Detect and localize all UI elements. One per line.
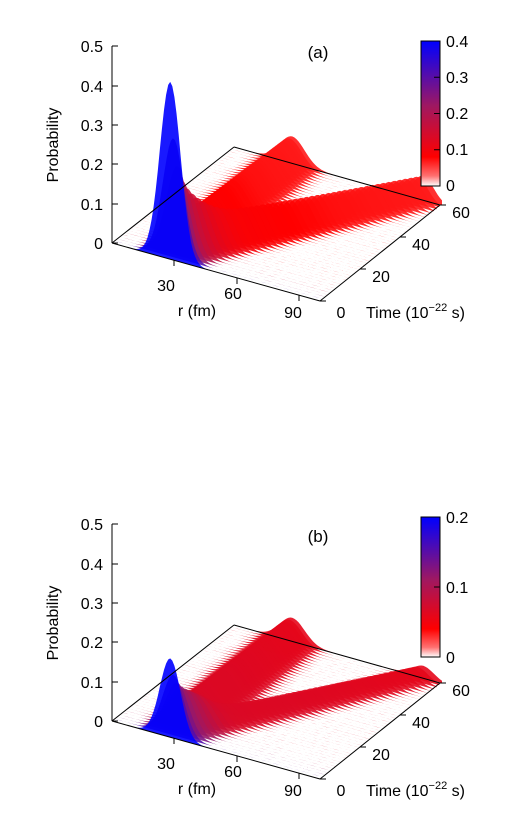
colorbar: 0 0.1 0.2 0.3 0.4 (420, 34, 468, 195)
svg-text:0: 0 (446, 178, 455, 195)
far-edge (233, 146, 441, 206)
r-tick-90: 90 (284, 295, 302, 322)
z-axis-label: Probability (45, 586, 62, 661)
r-axis (111, 720, 321, 780)
svg-text:90: 90 (284, 305, 302, 322)
z-tick-5: 0.5 (81, 39, 118, 56)
surface-slice (112, 81, 320, 302)
svg-text:30: 30 (157, 756, 175, 773)
svg-text:20: 20 (372, 747, 390, 764)
t-tick-40: 40 (400, 236, 430, 254)
r-tick-90: 90 (284, 773, 302, 800)
colorbar-tick-0: 0 (434, 178, 455, 195)
r-tick-60: 60 (224, 278, 242, 303)
back-edge (111, 146, 235, 244)
colorbar-tick-2: 0.2 (434, 510, 468, 527)
colorbar-tick-0: 0 (434, 650, 455, 667)
svg-text:0: 0 (337, 783, 346, 800)
t-tick-0: 0 (320, 300, 346, 322)
svg-text:60: 60 (452, 683, 470, 700)
z-tick-2: 0.2 (81, 635, 118, 652)
svg-text:0.2: 0.2 (81, 635, 103, 652)
svg-text:0: 0 (94, 236, 103, 253)
svg-text:0: 0 (446, 650, 455, 667)
svg-text:0: 0 (94, 714, 103, 731)
svg-text:40: 40 (412, 715, 430, 732)
z-tick-2: 0.2 (81, 157, 118, 174)
svg-text:0.4: 0.4 (81, 557, 103, 574)
svg-text:0.3: 0.3 (81, 596, 103, 613)
z-tick-3: 0.3 (81, 596, 118, 613)
r-axis-label: r (fm) (178, 303, 216, 320)
t-tick-20: 20 (360, 268, 390, 286)
z-tick-5: 0.5 (81, 517, 118, 534)
svg-text:30: 30 (157, 278, 175, 295)
t-tick-60: 60 (440, 204, 470, 222)
surface-plot-b: 0 0.1 0.2 0.3 0.4 0.5 30 60 90 0 20 40 6… (45, 510, 470, 800)
colorbar-tick-4: 0.4 (434, 34, 468, 51)
svg-text:0.1: 0.1 (446, 580, 468, 597)
colorbar-tick-1: 0.1 (434, 580, 468, 597)
svg-text:60: 60 (452, 205, 470, 222)
r-tick-60: 60 (224, 756, 242, 781)
svg-text:0.3: 0.3 (446, 70, 468, 87)
z-tick-0: 0 (94, 236, 118, 253)
r-tick-30: 30 (157, 260, 175, 295)
svg-text:0.2: 0.2 (446, 510, 468, 527)
r-axis-label: r (fm) (178, 781, 216, 798)
svg-text:0.1: 0.1 (81, 197, 103, 214)
panel-label: (a) (308, 43, 329, 62)
t-tick-0: 0 (320, 778, 346, 800)
time-axis-label: Time (10−22 s) (366, 302, 465, 322)
panel-a: 0 0.1 0.2 0.3 0.4 0.5 30 60 90 0 20 40 6… (0, 0, 522, 413)
z-tick-1: 0.1 (81, 675, 118, 692)
colorbar-tick-2: 0.2 (434, 106, 468, 123)
svg-text:0.2: 0.2 (446, 106, 468, 123)
z-tick-1: 0.1 (81, 197, 118, 214)
time-axis-label: Time (10−22 s) (366, 780, 465, 800)
time-axis (319, 682, 441, 780)
svg-text:90: 90 (284, 783, 302, 800)
r-axis (111, 242, 321, 302)
surface-slice (112, 658, 320, 779)
back-edge (111, 624, 235, 722)
t-tick-60: 60 (440, 682, 470, 700)
colorbar-tick-1: 0.1 (434, 142, 468, 159)
svg-text:0.2: 0.2 (81, 157, 103, 174)
svg-text:20: 20 (372, 269, 390, 286)
svg-text:0.1: 0.1 (446, 142, 468, 159)
z-tick-4: 0.4 (81, 79, 118, 96)
t-tick-40: 40 (400, 714, 430, 732)
z-tick-4: 0.4 (81, 557, 118, 574)
far-edge (233, 624, 441, 684)
svg-text:0.1: 0.1 (81, 675, 103, 692)
t-tick-20: 20 (360, 746, 390, 764)
svg-text:0.5: 0.5 (81, 39, 103, 56)
colorbar-tick-3: 0.3 (434, 70, 468, 87)
svg-text:0.3: 0.3 (81, 118, 103, 135)
panel-b: 0 0.1 0.2 0.3 0.4 0.5 30 60 90 0 20 40 6… (0, 413, 522, 827)
svg-text:40: 40 (412, 237, 430, 254)
svg-text:0.4: 0.4 (446, 34, 468, 51)
time-axis (319, 204, 441, 302)
r-tick-30: 30 (157, 738, 175, 773)
svg-text:60: 60 (224, 286, 242, 303)
svg-text:0.5: 0.5 (81, 517, 103, 534)
z-tick-0: 0 (94, 714, 118, 731)
svg-text:60: 60 (224, 764, 242, 781)
svg-text:0: 0 (337, 305, 346, 322)
z-tick-3: 0.3 (81, 118, 118, 135)
svg-text:0.4: 0.4 (81, 79, 103, 96)
colorbar: 0 0.1 0.2 (420, 510, 468, 667)
z-axis-label: Probability (45, 108, 62, 183)
panel-label: (b) (308, 527, 329, 546)
surface-plot-a: 0 0.1 0.2 0.3 0.4 0.5 30 60 90 0 20 40 6… (45, 34, 470, 322)
